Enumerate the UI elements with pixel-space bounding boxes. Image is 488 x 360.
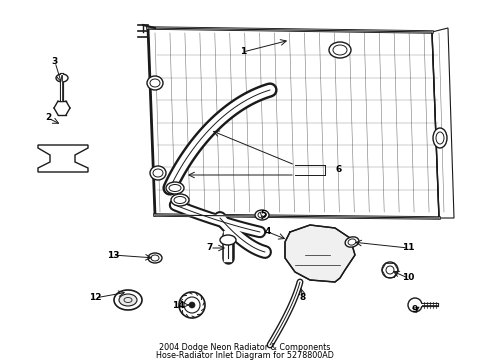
Ellipse shape: [171, 194, 189, 206]
Ellipse shape: [114, 290, 142, 310]
Text: 2: 2: [45, 113, 51, 122]
Circle shape: [381, 262, 397, 278]
Circle shape: [407, 298, 421, 312]
Text: 10: 10: [401, 274, 413, 283]
Text: 6: 6: [334, 166, 341, 175]
Text: 2004 Dodge Neon Radiator & Components: 2004 Dodge Neon Radiator & Components: [159, 343, 329, 352]
Text: 14: 14: [172, 301, 184, 310]
Circle shape: [189, 302, 195, 308]
Text: 12: 12: [88, 293, 101, 302]
Ellipse shape: [254, 210, 268, 220]
Ellipse shape: [150, 166, 165, 180]
Text: 7: 7: [206, 243, 213, 252]
Polygon shape: [285, 225, 354, 282]
Text: 11: 11: [401, 243, 413, 252]
Ellipse shape: [119, 294, 137, 306]
Polygon shape: [38, 145, 88, 172]
Text: 3: 3: [52, 58, 58, 67]
Text: 5: 5: [259, 211, 265, 220]
Ellipse shape: [56, 74, 68, 82]
Ellipse shape: [165, 182, 183, 194]
Text: 4: 4: [264, 228, 271, 237]
Text: Hose-Radiator Inlet Diagram for 5278800AD: Hose-Radiator Inlet Diagram for 5278800A…: [155, 351, 333, 360]
Ellipse shape: [148, 253, 162, 263]
Text: 9: 9: [411, 306, 417, 315]
Text: 8: 8: [299, 293, 305, 302]
Circle shape: [179, 292, 204, 318]
Text: 13: 13: [106, 251, 119, 260]
Ellipse shape: [147, 76, 163, 90]
Ellipse shape: [220, 235, 236, 245]
Text: 1: 1: [240, 48, 245, 57]
Ellipse shape: [432, 128, 446, 148]
Ellipse shape: [328, 42, 350, 58]
Ellipse shape: [345, 237, 358, 247]
